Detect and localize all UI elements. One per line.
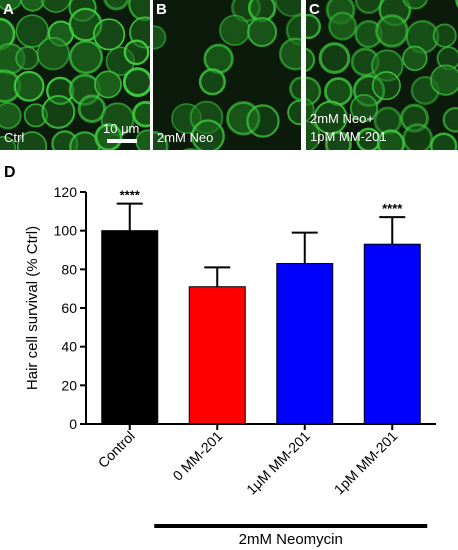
hair-cell xyxy=(247,16,278,48)
group-bracket-line xyxy=(154,524,428,528)
hair-cell xyxy=(354,0,383,15)
hair-cell xyxy=(94,70,122,99)
bar-0-mm-201 xyxy=(188,286,246,425)
hair-cell xyxy=(429,132,458,150)
panel-label-neo-plus-line2: 1pM MM-201 xyxy=(310,129,387,144)
group-label: 2mM Neomycin xyxy=(239,531,343,548)
hair-cell xyxy=(20,0,46,12)
hair-cell xyxy=(103,0,130,11)
hair-cell xyxy=(219,14,251,46)
hair-cell xyxy=(0,0,23,12)
y-tick-label: 80 xyxy=(61,261,77,277)
y-tick-label: 20 xyxy=(61,377,77,393)
micrograph-panel-b: B 2mM Neo xyxy=(153,0,301,150)
scale-bar xyxy=(107,139,137,143)
hair-cell xyxy=(324,77,353,106)
hair-cell xyxy=(349,94,379,123)
y-axis-label: Hair cell survival (% Ctrl) xyxy=(24,226,41,390)
hair-cell xyxy=(429,64,458,96)
panel-letter-b: B xyxy=(156,1,167,18)
bar-1-m-mm-201 xyxy=(276,263,334,425)
hair-cell xyxy=(41,94,76,129)
hair-cell xyxy=(318,42,351,74)
hair-cell xyxy=(289,76,301,102)
hair-cell xyxy=(375,14,409,48)
hair-cell xyxy=(432,23,457,48)
significance-label: **** xyxy=(382,201,403,216)
hair-cell xyxy=(0,102,22,130)
y-tick-label: 60 xyxy=(61,300,77,316)
bar-1pm-mm-201 xyxy=(363,243,421,425)
hair-cell xyxy=(13,70,45,102)
hair-cell xyxy=(203,43,234,74)
hair-cell xyxy=(246,104,280,138)
hair-cell xyxy=(328,11,358,41)
hair-cell xyxy=(198,68,226,96)
hair-cell xyxy=(132,100,150,128)
hair-cell xyxy=(306,47,316,72)
hair-cell xyxy=(16,131,48,150)
y-tick-label: 120 xyxy=(54,184,78,200)
panel-letter-a: A xyxy=(3,1,14,18)
y-tick-label: 0 xyxy=(69,416,77,432)
y-tick-label: 100 xyxy=(54,223,78,239)
panel-label-neo-plus-line1: 2mM Neo+ xyxy=(310,111,374,126)
hair-cell xyxy=(23,103,48,128)
hair-cell xyxy=(275,0,301,17)
hair-cell xyxy=(287,99,301,126)
hair-cell xyxy=(40,0,72,13)
hair-cell xyxy=(402,0,429,10)
hair-cell xyxy=(68,40,104,75)
x-category-label: 1pM MM-201 xyxy=(331,428,401,498)
hair-cell xyxy=(191,119,225,150)
y-tick-label: 40 xyxy=(61,339,77,355)
hair-cell xyxy=(0,135,17,150)
hair-cell xyxy=(36,36,71,71)
hair-cell xyxy=(402,45,428,72)
x-category-label: Control xyxy=(95,428,138,471)
bar-control xyxy=(101,230,159,425)
micrograph-image-b xyxy=(153,0,301,150)
hair-cell xyxy=(153,25,167,50)
x-category-label: 0 MM-201 xyxy=(169,428,225,484)
micrograph-panel-a: A Ctrl 10 μm xyxy=(0,0,150,150)
x-category-label: 1μM MM-201 xyxy=(243,428,313,498)
hair-cell xyxy=(324,130,352,150)
survival-bar-chart: D 0 20 40 60 80 100 120 Hair cell survival (% C… xyxy=(4,164,436,548)
micrograph-image-c xyxy=(306,0,458,150)
hair-cell xyxy=(442,106,458,133)
hair-cell xyxy=(15,46,40,71)
hair-cell xyxy=(402,123,434,150)
hair-cell xyxy=(122,67,150,97)
panel-label-ctrl: Ctrl xyxy=(4,130,25,145)
significance-label: **** xyxy=(120,188,141,203)
panel-letter-d: D xyxy=(4,164,16,181)
hair-cell xyxy=(153,130,169,150)
micrograph-panel-c: C 2mM Neo+ 1pM MM-201 xyxy=(306,0,458,150)
hair-cell xyxy=(0,17,16,51)
hair-cell xyxy=(123,39,150,66)
panel-label-neo: 2mM Neo xyxy=(157,130,214,145)
hair-cell xyxy=(306,97,315,122)
hair-cell xyxy=(306,120,321,150)
hair-cell xyxy=(182,148,199,150)
hair-cell xyxy=(94,123,123,150)
hair-cell xyxy=(278,37,301,71)
hair-cell xyxy=(306,13,321,40)
panel-letter-c: C xyxy=(309,1,320,18)
hair-cell xyxy=(93,18,126,51)
scale-bar-label: 10 μm xyxy=(103,121,140,136)
hair-cell xyxy=(371,71,401,101)
micrograph-image-a xyxy=(0,0,150,150)
hair-cell xyxy=(285,14,301,47)
